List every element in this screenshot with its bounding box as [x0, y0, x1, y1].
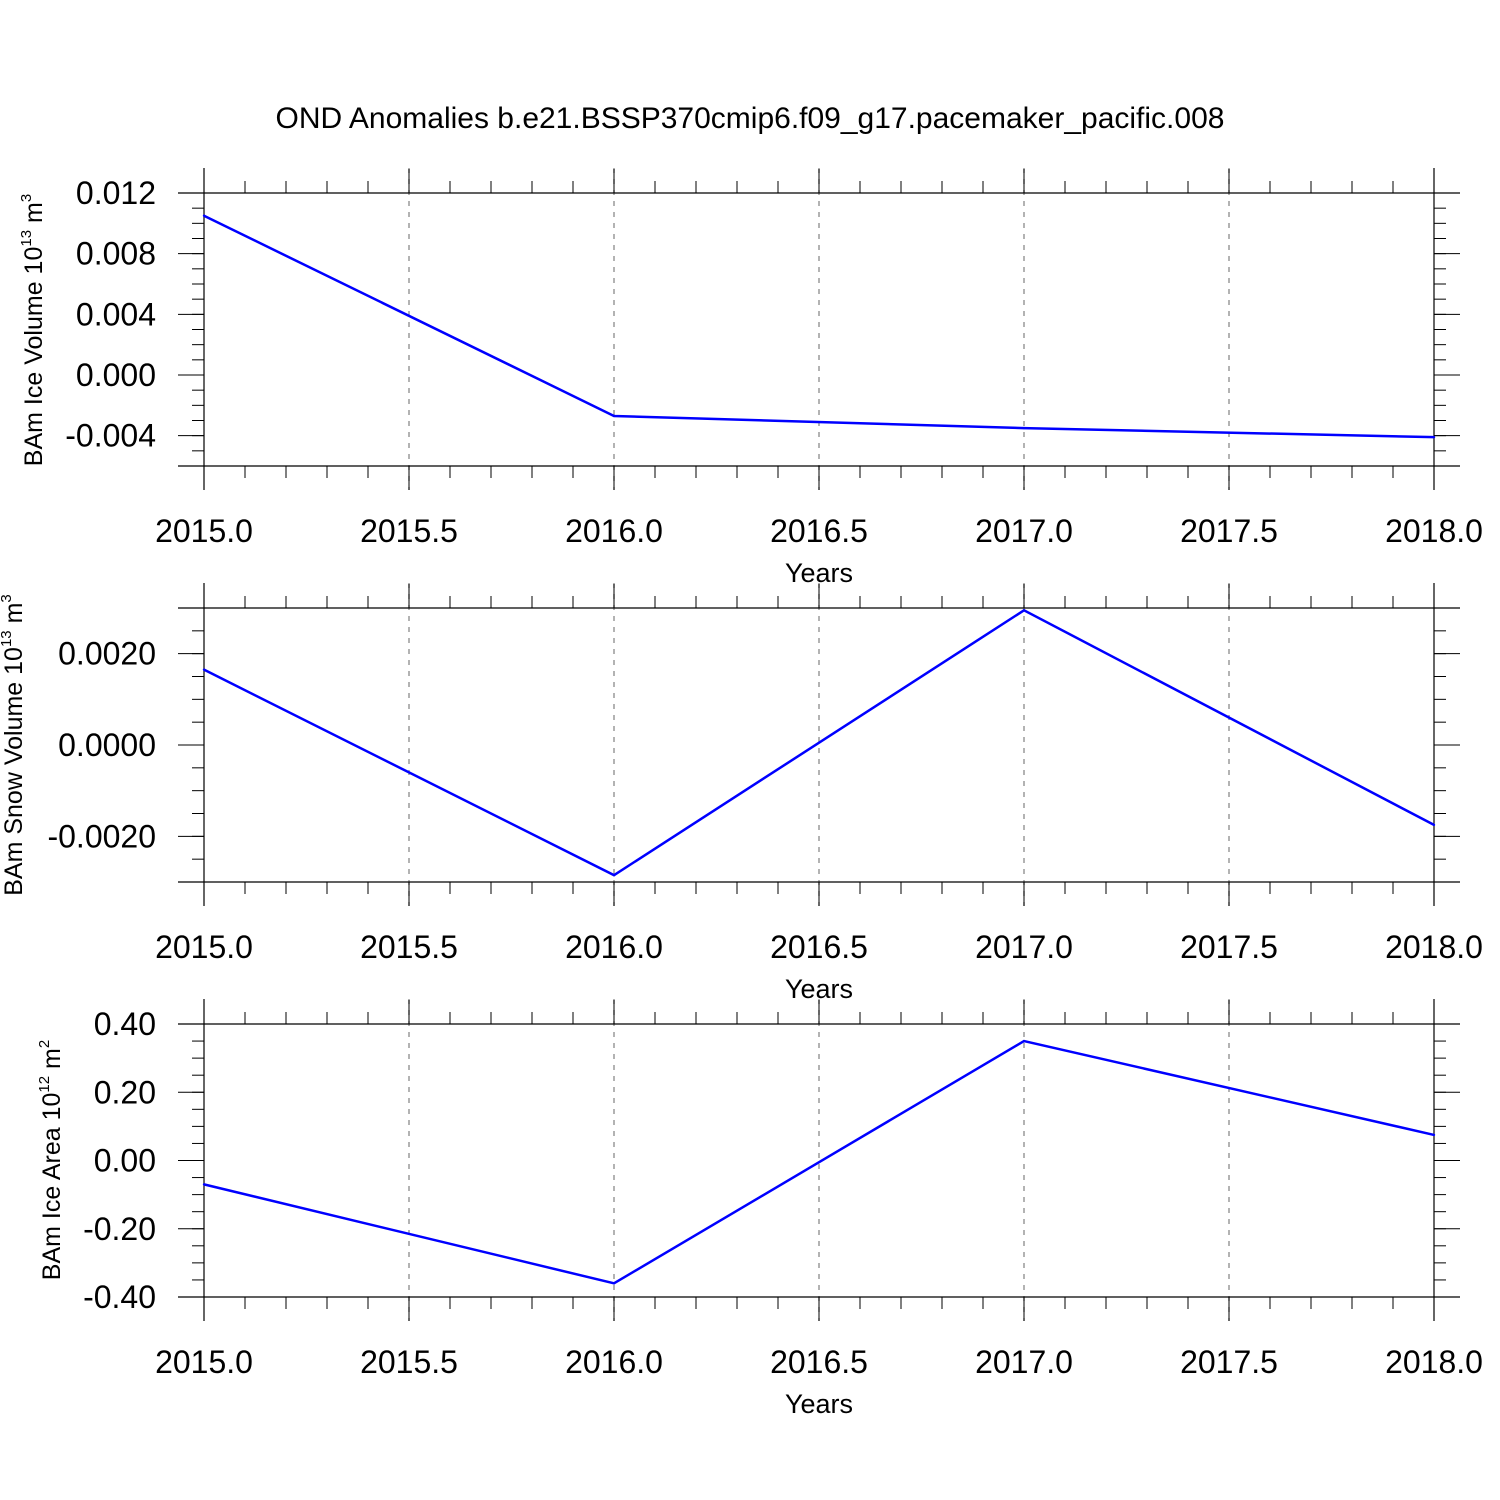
y-axis-label: BAm Ice Area 1012 m2	[36, 1040, 66, 1280]
y-tick-label: 0.20	[94, 1074, 156, 1110]
x-tick-label: 2017.0	[975, 1344, 1073, 1380]
x-tick-label: 2015.0	[155, 929, 253, 965]
x-tick-label: 2016.5	[770, 513, 868, 549]
y-axis-label-exponent: 12	[36, 1076, 53, 1093]
x-tick-label: 2018.0	[1385, 513, 1483, 549]
y-tick-label: 0.00	[94, 1143, 156, 1179]
x-tick-label: 2017.5	[1180, 929, 1278, 965]
x-tick-label: 2015.5	[360, 513, 458, 549]
x-tick-label: 2015.5	[360, 929, 458, 965]
y-tick-label: -0.004	[65, 418, 156, 454]
data-point	[612, 414, 616, 418]
y-axis-label-unit-exponent: 3	[18, 194, 35, 202]
series-line	[203, 214, 1435, 439]
y-tick-label: 0.40	[94, 1006, 156, 1042]
series-line	[203, 608, 1435, 877]
y-axis-label-unit: m	[38, 1048, 66, 1076]
chart-panel-3: 2015.0 2015.5 2016.0 2016.5 2017.0 2017.5 2018…	[36, 999, 1483, 1419]
x-axis-label: Years	[785, 1389, 853, 1419]
y-tick-label: 0.000	[76, 357, 156, 393]
y-tick-label: 0.012	[76, 175, 156, 211]
data-point	[202, 214, 206, 217]
y-axis-label-unit: m	[20, 202, 48, 230]
x-tick-label: 2016.0	[565, 1344, 663, 1380]
x-tick-label: 2017.0	[975, 513, 1073, 549]
y-tick-label: 0.0020	[58, 636, 156, 672]
data-point	[1432, 435, 1436, 439]
y-axis-label-unit-exponent: 2	[36, 1040, 53, 1048]
y-axis-label: BAm Ice Volume 1013 m3	[18, 194, 48, 466]
x-tick-label: 2015.5	[360, 1344, 458, 1380]
y-axis-label-unit: m	[0, 603, 28, 631]
x-tick-label: 2018.0	[1385, 1344, 1483, 1380]
chart-panel-1: 2015.0 2015.5 2016.0 2016.5 2017.0 2017.5 2018…	[18, 168, 1483, 588]
y-tick-label: 0.004	[76, 296, 156, 332]
data-point	[1432, 823, 1436, 827]
y-tick-label: -0.0020	[47, 818, 156, 854]
y-axis-label-unit-exponent: 3	[0, 594, 15, 602]
y-tick-label: 0.008	[76, 236, 156, 272]
x-tick-label: 2017.0	[975, 929, 1073, 965]
data-point	[1022, 1039, 1026, 1043]
data-point	[202, 1183, 206, 1186]
y-tick-label: -0.40	[83, 1279, 156, 1315]
chart-title: OND Anomalies b.e21.BSSP370cmip6.f09_g17…	[275, 102, 1225, 135]
series-line	[203, 1039, 1435, 1285]
x-tick-label: 2015.0	[155, 513, 253, 549]
y-tick-label: -0.20	[83, 1211, 156, 1247]
data-point	[1432, 1133, 1436, 1137]
data-point	[1022, 609, 1026, 612]
data-point	[612, 1282, 616, 1285]
y-tick-label: 0.0000	[58, 727, 156, 763]
chart-panel-2: 2015.0 2015.5 2016.0 2016.5 2017.0 2017.5 2018…	[0, 583, 1483, 1004]
x-tick-label: 2017.5	[1180, 1344, 1278, 1380]
x-tick-label: 2015.0	[155, 1344, 253, 1380]
y-axis-label-exponent: 13	[18, 230, 35, 247]
y-axis-label-text: BAm Ice Volume 10	[20, 247, 48, 467]
y-axis-label: BAm Snow Volume 1013 m3	[0, 594, 28, 896]
y-axis-label-text: BAm Ice Area 10	[38, 1093, 66, 1281]
x-tick-label: 2016.0	[565, 513, 663, 549]
data-point	[202, 668, 206, 671]
data-point	[1022, 426, 1026, 430]
x-tick-label: 2018.0	[1385, 929, 1483, 965]
y-axis-label-exponent: 13	[0, 630, 15, 647]
x-tick-label: 2016.0	[565, 929, 663, 965]
y-axis-label-text: BAm Snow Volume 10	[0, 647, 28, 896]
x-tick-label: 2016.5	[770, 1344, 868, 1380]
x-tick-label: 2017.5	[1180, 513, 1278, 549]
data-point	[612, 873, 616, 877]
x-tick-label: 2016.5	[770, 929, 868, 965]
